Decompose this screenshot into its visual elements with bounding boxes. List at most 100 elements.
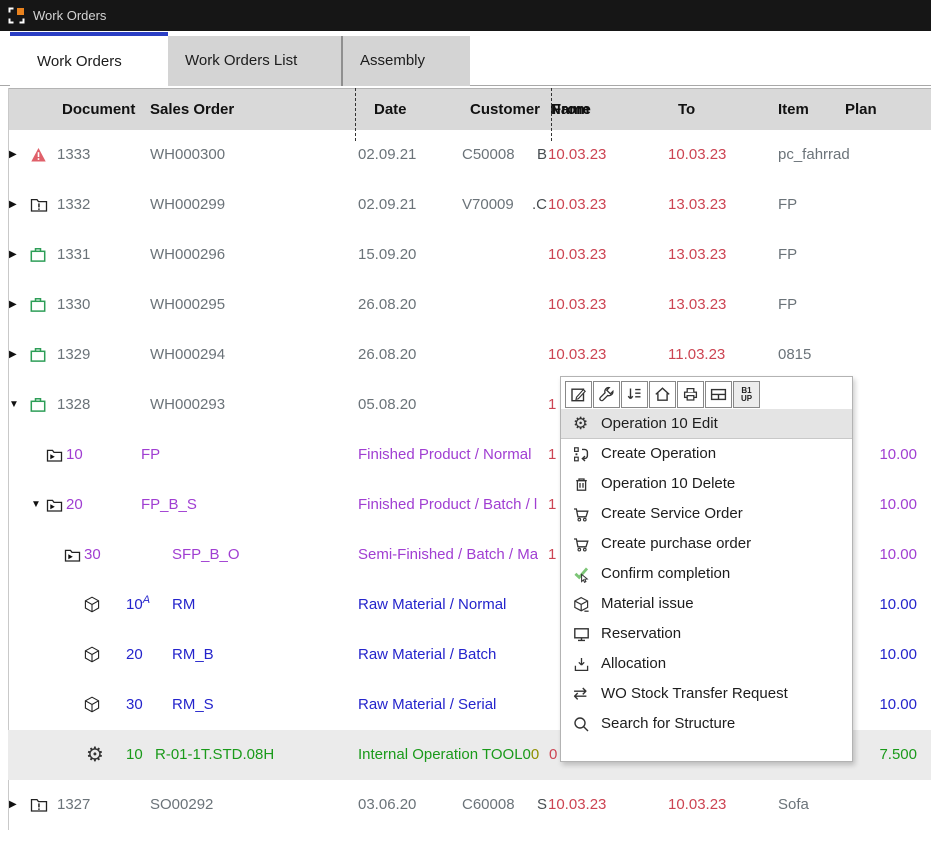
customer-cell: V70009 [462,180,514,230]
document-cell: 1330 [57,280,90,330]
customer-name-fragment: S [524,780,547,830]
print-button[interactable] [677,381,704,408]
cart-icon [573,506,590,523]
menu-item-create-purchase-order[interactable]: Create purchase order [561,529,852,559]
resource-code-cell: R-01-1T.STD.08H [155,730,274,780]
from-cell: 10.03.23 [548,780,606,830]
menu-item-operation-10-edit[interactable]: ⚙Operation 10 Edit [561,409,852,439]
work-orders-window: Work Orders Work Orders List Assembly Wo… [0,0,931,841]
menu-item-search-for-structure[interactable]: Search for Structure [561,709,852,739]
sales-order-cell: WH000293 [150,380,225,430]
table-row[interactable]: ▶ 1331 WH000296 15.09.20 10.03.23 13.03.… [0,230,931,280]
expand-right-icon[interactable]: ▶ [9,230,17,280]
table-row[interactable]: ▶ 1332 WH000299 02.09.21 V70009 .C 10.03… [0,180,931,230]
menu-item-reservation[interactable]: Reservation [561,619,852,649]
col-date: Date [374,89,407,131]
plan-cell: 10.00 [845,480,917,530]
plan-cell: 10.00 [845,680,917,730]
date-cell: 26.08.20 [358,280,416,330]
b1up-button[interactable]: B1UP [733,381,760,408]
table-row[interactable]: ▶ 1330 WH000295 26.08.20 10.03.23 13.03.… [0,280,931,330]
folder-alert-icon [30,197,48,213]
allocation-download-icon [573,656,590,673]
menu-item-allocation[interactable]: Allocation [561,649,852,679]
work-order-case-icon [30,247,46,263]
plan-cell: 10.00 [845,530,917,580]
collapse-icon[interactable]: ▼ [9,380,19,430]
gear-icon: ⚙ [573,409,588,426]
line-number-cell: 10 [126,730,143,780]
from-cell-clipped: 1 [548,480,556,530]
menu-item-confirm-completion[interactable]: Confirm completion [561,559,852,589]
window-layout-button[interactable] [705,381,732,408]
window-title: Work Orders [33,0,106,31]
line-number-cell: 30 [126,680,143,730]
sales-order-cell: WH000294 [150,330,225,380]
to-cell: 13.03.23 [668,180,726,230]
collapse-icon[interactable]: ▼ [31,480,41,530]
plan-cell: 10.00 [845,630,917,680]
to-cell: 13.03.23 [668,280,726,330]
document-cell: 1329 [57,330,90,380]
description-cell: Finished Product / Batch / l [358,480,537,530]
trash-icon [573,476,590,493]
expand-right-icon[interactable]: ▶ [9,180,17,230]
edit-button[interactable] [565,381,592,408]
line-number-cell: 10 [66,430,83,480]
table-row[interactable]: ▶ 1333 WH000300 02.09.21 C50008 B 10.03.… [0,130,931,180]
from-cell: 10.03.23 [548,280,606,330]
item-cell: FP [778,230,797,280]
menu-item-operation-10-delete[interactable]: Operation 10 Delete [561,469,852,499]
to-cell: 10.03.23 [668,780,726,830]
to-cell: 13.03.23 [668,230,726,280]
monitor-icon [573,626,590,643]
sort-list-button[interactable] [621,381,648,408]
sales-order-cell: WH000300 [150,130,225,180]
item-cell: FP [778,280,797,330]
line-number-cell: 20 [66,480,83,530]
description-cell: Finished Product / Normal [358,430,531,480]
menu-item-material-issue[interactable]: Material issue [561,589,852,619]
context-menu-items: ⚙Operation 10 Edit Create Operation Oper… [561,409,852,739]
customer-name-fragment: .C [524,180,547,230]
home-button[interactable] [649,381,676,408]
table-row[interactable]: ▶ 1329 WH000294 26.08.20 10.03.23 11.03.… [0,330,931,380]
menu-item-create-service-order[interactable]: Create Service Order [561,499,852,529]
context-menu: B1UP ⚙Operation 10 Edit Create Operation… [560,376,853,762]
date-cell: 26.08.20 [358,330,416,380]
gear-icon: ⚙ [86,730,104,780]
col-to: To [678,89,695,131]
expand-right-icon[interactable]: ▶ [9,130,17,180]
item-cell: Sofa [778,780,809,830]
col-from: From [552,89,590,131]
document-cell: 1332 [57,180,90,230]
plan-cell: 10.00 [845,430,917,480]
plan-cell: 7.500 [845,730,917,780]
expand-right-icon[interactable]: ▶ [9,280,17,330]
date-cell: 15.09.20 [358,230,416,280]
expand-right-icon[interactable]: ▶ [9,780,17,830]
customer-name-fragment: B [524,130,547,180]
from-cell: 10.03.23 [548,180,606,230]
item-cell: 0815 [778,330,811,380]
description-cell: Internal Operation TOOL00 [358,730,539,780]
tab-assembly[interactable]: Assembly [343,36,470,86]
tab-work-orders[interactable]: Work Orders [10,32,168,87]
work-order-case-icon [30,397,46,413]
settings-wrench-button[interactable] [593,381,620,408]
sales-order-cell: WH000295 [150,280,225,330]
table-row[interactable]: ▶ 1327 SO00292 03.06.20 C60008 S 10.03.2… [0,780,931,830]
date-cell: 02.09.21 [358,180,416,230]
folder-play-icon [46,498,63,513]
item-code-cell: SFP_B_O [172,530,240,580]
menu-item-wo-stock-transfer-request[interactable]: ⇄WO Stock Transfer Request [561,679,852,709]
item-cell: FP [778,180,797,230]
date-cell: 05.08.20 [358,380,416,430]
material-box-icon [573,596,590,613]
item-code-cell: RM_B [172,630,214,680]
context-menu-toolbar: B1UP [565,381,761,409]
expand-right-icon[interactable]: ▶ [9,330,17,380]
menu-item-create-operation[interactable]: Create Operation [561,439,852,469]
tab-work-orders-list[interactable]: Work Orders List [168,36,341,86]
folder-play-icon [46,448,63,463]
